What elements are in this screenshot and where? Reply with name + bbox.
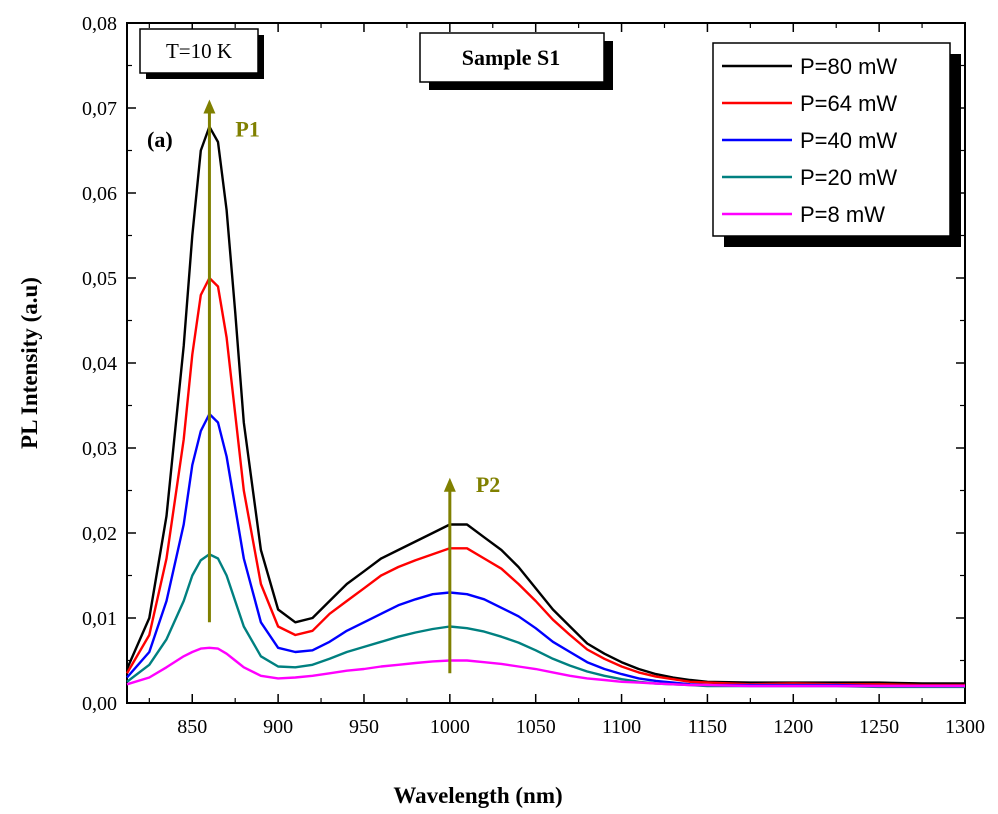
axes: 850 900 950 1000 1050 1100 1150 1200 1250 1300 0,0… [82,13,985,738]
sample-box: Sample S1 [419,32,613,90]
y-tick-label: 0,03 [82,438,117,460]
y-tick-label: 0,00 [82,693,117,715]
x-tick-label: 1100 [602,716,641,738]
peak-label: P1 [235,117,259,142]
peak-arrow-head [443,477,456,492]
temperature-label: T=10 K [166,39,232,63]
y-tick-label: 0,08 [82,13,117,35]
x-axis-title: Wavelength (nm) [393,783,562,808]
x-tick-label: 1150 [688,716,727,738]
temperature-box: T=10 K [139,28,264,79]
series-line-5 [126,646,965,688]
x-tick-label: 900 [263,716,293,738]
legend-label: P=8 mW [800,202,885,227]
y-axis-title: PL Intensity (a.u) [17,277,42,449]
series-line-3 [126,412,965,688]
sample-label: Sample S1 [462,45,560,70]
peak-label: P2 [476,472,500,497]
legend-label: P=20 mW [800,165,897,190]
x-tick-label: 1200 [773,716,813,738]
y-tick-label: 0,02 [82,523,117,545]
y-tick-label: 0,05 [82,268,117,290]
peak-arrows: P1 P2 [203,99,500,674]
series-line-1 [125,125,965,685]
panel-label: (a) [147,127,173,152]
legend: P=80 mW P=64 mW P=40 mW P=20 mW P=8 mW [712,42,961,247]
x-tick-label: 1250 [859,716,899,738]
x-tick-label: 950 [349,716,379,738]
y-tick-label: 0,01 [82,608,117,630]
series-line-4 [126,553,965,689]
legend-label: P=40 mW [800,128,897,153]
y-tick-label: 0,06 [82,183,117,205]
series-line-2 [125,276,965,687]
x-tick-label: 1050 [516,716,556,738]
x-tick-label: 850 [177,716,207,738]
x-tick-label: 1300 [945,716,985,738]
y-tick-label: 0,04 [82,353,117,375]
x-tick-label: 1000 [430,716,470,738]
series-layer [125,125,965,689]
peak-arrow-head [203,99,216,114]
y-tick-label: 0,07 [82,98,117,120]
legend-label: P=80 mW [800,54,897,79]
legend-label: P=64 mW [800,91,897,116]
